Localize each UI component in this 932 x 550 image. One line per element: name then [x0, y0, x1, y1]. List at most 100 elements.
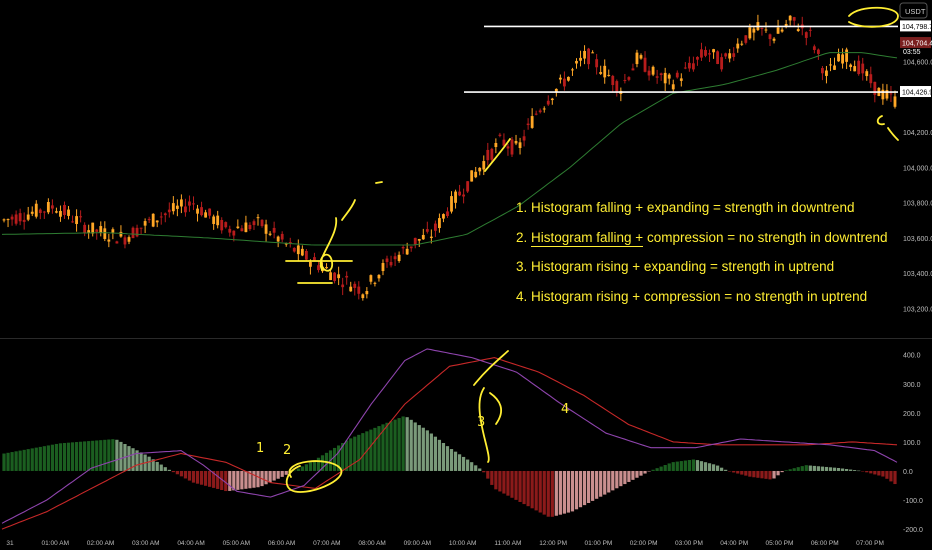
candle-body [59, 210, 62, 217]
histogram-bar [715, 465, 720, 471]
histogram-bar [280, 470, 284, 477]
candle-body [264, 224, 268, 234]
candle-body [107, 239, 111, 242]
candle-body [788, 15, 792, 21]
histogram-bar [6, 452, 10, 471]
candle-body [627, 77, 631, 80]
histogram-bar [284, 470, 288, 475]
annotation-text-block: 1. Histogram falling + expanding = stren… [516, 200, 896, 318]
histogram-bar [393, 419, 397, 471]
histogram-bar [558, 470, 562, 515]
candle-body [647, 70, 651, 76]
candle-body [200, 207, 203, 216]
candle-body [885, 90, 889, 99]
candle-body [675, 72, 679, 78]
candle-body [143, 221, 147, 226]
candle-body [216, 215, 220, 226]
histogram-bar [780, 470, 784, 473]
candle-body [296, 245, 300, 255]
histogram-bar [562, 470, 567, 514]
histogram-bar [417, 425, 421, 471]
candle-body [111, 229, 115, 233]
histogram-bar [66, 442, 71, 471]
candle-body [99, 226, 103, 233]
candle-body [728, 53, 732, 59]
histogram-bar [429, 433, 433, 471]
candle-body [167, 209, 171, 213]
histogram-bar [248, 470, 252, 489]
histogram-bar [70, 442, 75, 471]
histogram-bar [373, 427, 377, 471]
candle-body [607, 74, 611, 76]
histogram-bar [397, 418, 401, 471]
candle-body [462, 194, 466, 197]
histogram-bar [385, 422, 389, 471]
histogram-bar [256, 470, 260, 488]
histogram-bar [530, 470, 534, 509]
candle-body [615, 81, 619, 92]
candle-body [667, 74, 671, 79]
histogram-bar [695, 460, 700, 471]
histogram-bar [490, 470, 494, 485]
histogram-bar [687, 460, 691, 471]
hand-stroke-3b [489, 392, 503, 425]
candle-body [490, 148, 494, 160]
candle-body [748, 27, 752, 39]
histogram-bar [389, 421, 393, 471]
histogram-bar [216, 470, 220, 489]
histogram-bar [103, 439, 107, 471]
histogram-bar [599, 470, 603, 497]
candle-body [421, 234, 425, 240]
histogram-bar [252, 470, 256, 488]
candle-body [10, 216, 14, 220]
time-axis-label: 05:00 PM [766, 540, 794, 547]
hand-dash-b [375, 181, 383, 184]
histogram-bar [2, 453, 6, 471]
histogram-bar [538, 470, 542, 513]
histogram-bar [800, 466, 804, 471]
candle-body [881, 89, 885, 100]
candle-body [708, 53, 711, 55]
histogram-bar [776, 470, 780, 476]
histogram-bar [224, 470, 228, 492]
histogram-bar [607, 470, 611, 493]
annotation-line-2-underlined: Histogram falling + [531, 229, 644, 247]
histogram-bar [179, 470, 184, 477]
histogram-bar [171, 470, 175, 473]
candle-body [663, 72, 667, 84]
candle-body [825, 70, 828, 76]
candle-body [357, 286, 361, 294]
candle-body [22, 219, 26, 222]
time-axis-label: 01:00 PM [585, 540, 613, 547]
candle-body [292, 247, 296, 252]
price-axis-tick: 103,400.0 [903, 271, 932, 278]
histogram-bar [236, 470, 240, 490]
candle-body [365, 291, 369, 295]
histogram-bar [240, 470, 244, 490]
candle-body [530, 116, 534, 128]
histogram-bar [296, 468, 300, 471]
histogram-bar [651, 469, 655, 471]
candle-body [288, 242, 292, 244]
histogram-bar [401, 416, 405, 471]
histogram-bar [728, 470, 732, 472]
time-axis-label: 08:00 AM [358, 540, 385, 547]
candle-body [679, 78, 683, 81]
histogram-bar [570, 470, 575, 512]
price-hook-mark [876, 115, 899, 141]
candle-body [192, 203, 195, 205]
candle-body [583, 50, 586, 59]
histogram-bar [349, 438, 353, 471]
hand-label-4: 4 [561, 402, 570, 417]
candle-body [893, 96, 897, 107]
histogram-bar [865, 470, 869, 473]
candle-body [385, 258, 389, 262]
histogram-bar [748, 470, 752, 477]
candle-body [482, 161, 486, 170]
time-axis-label: 01:00 AM [42, 540, 69, 547]
histogram-bar [494, 470, 498, 490]
price-axis-tick: 103,200.0 [903, 307, 932, 314]
time-axis-label: 02:00 AM [87, 540, 114, 547]
histogram-bar [10, 452, 14, 471]
